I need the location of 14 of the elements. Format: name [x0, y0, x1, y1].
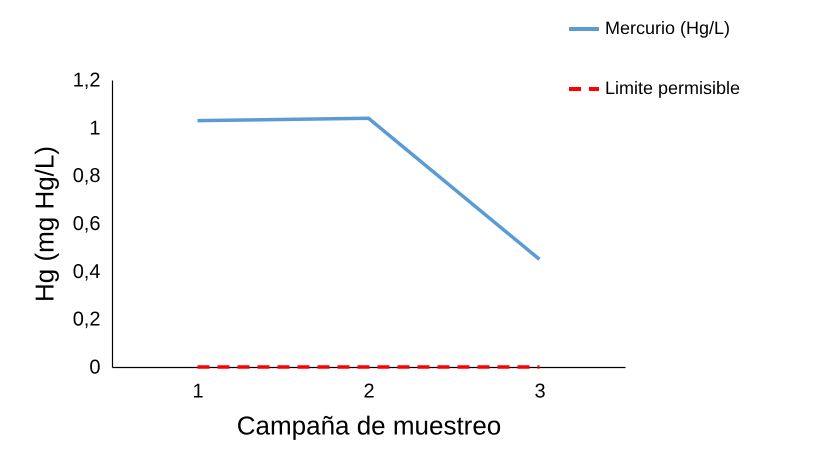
x-tick-label: 3	[534, 380, 546, 402]
legend-label: Limite permisible	[605, 78, 740, 98]
legend-label: Mercurio (Hg/L)	[605, 18, 730, 38]
y-tick-label: 0,2	[72, 308, 100, 331]
y-tick-label: 0,4	[72, 260, 100, 283]
x-tick-label: 1	[192, 380, 204, 402]
x-axis-title: Campaña de muestreo	[236, 410, 502, 440]
y-tick-label: 1	[89, 117, 100, 140]
x-tick-label: 2	[363, 380, 375, 402]
y-tick-label: 1,2	[72, 70, 100, 92]
y-tick-label: 0,6	[72, 213, 100, 235]
y-tick-label: 0,8	[72, 165, 100, 188]
y-tick-label: 0	[89, 356, 100, 378]
y-axis-title: Hg (mg Hg/L)	[30, 146, 60, 302]
